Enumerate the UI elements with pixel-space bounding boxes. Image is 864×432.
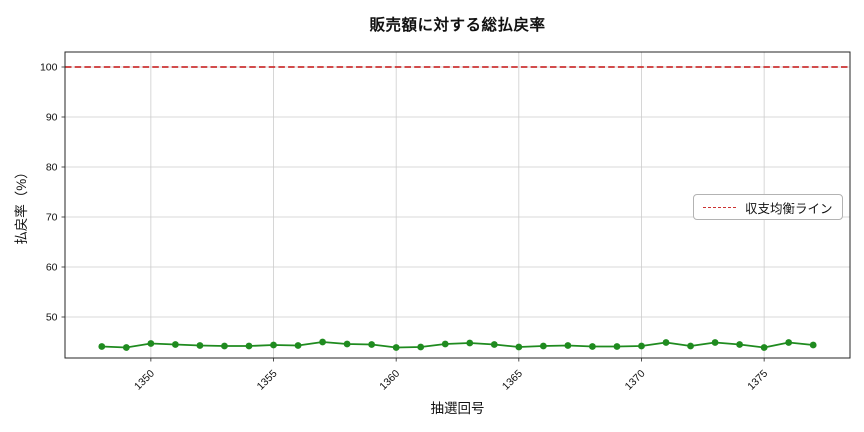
data-point xyxy=(466,339,474,347)
data-point xyxy=(539,342,547,350)
x-tick-label: 1375 xyxy=(745,368,770,393)
legend-label: 収支均衡ライン xyxy=(745,201,833,216)
y-tick-label: 90 xyxy=(46,112,58,124)
data-point xyxy=(589,343,596,350)
chart-title: 販売額に対する総払戻率 xyxy=(369,17,546,34)
legend: 収支均衡ライン xyxy=(693,194,843,220)
y-tick-label: 100 xyxy=(40,62,58,74)
data-point xyxy=(221,342,228,350)
data-point xyxy=(662,339,670,346)
data-point xyxy=(809,341,817,349)
data-point xyxy=(294,342,302,349)
data-point xyxy=(98,343,106,350)
data-point xyxy=(368,341,376,348)
data-point xyxy=(417,343,425,351)
data-point xyxy=(760,344,768,351)
data-point xyxy=(196,342,204,349)
data-point xyxy=(122,344,130,351)
data-point xyxy=(319,338,326,346)
x-tick-label: 1350 xyxy=(132,368,157,393)
data-point xyxy=(270,341,277,349)
x-tick-label: 1370 xyxy=(623,368,648,393)
x-tick-label: 1365 xyxy=(500,368,525,393)
x-tick-label: 1355 xyxy=(255,368,280,393)
y-tick-label: 60 xyxy=(46,262,58,274)
data-point xyxy=(785,339,793,346)
x-tick-label: 1360 xyxy=(377,368,402,393)
data-point xyxy=(687,342,694,350)
plot-border xyxy=(64,51,851,359)
data-point xyxy=(638,342,645,350)
data-point xyxy=(613,343,621,350)
data-point xyxy=(245,342,253,350)
y-axis-label: 払戻率（%） xyxy=(14,165,29,245)
y-tick-label: 50 xyxy=(46,312,58,324)
y-tick-label: 70 xyxy=(46,212,58,224)
data-point xyxy=(564,342,572,349)
x-axis-label: 抽選回号 xyxy=(430,401,485,416)
data-point xyxy=(171,341,179,348)
data-point xyxy=(343,340,351,348)
y-tick-label: 80 xyxy=(46,162,58,174)
data-point xyxy=(490,341,498,348)
data-point xyxy=(736,341,744,348)
data-point xyxy=(515,343,523,351)
data-point xyxy=(392,344,400,351)
dashed-line-sample xyxy=(703,206,736,208)
data-point xyxy=(147,340,155,347)
payout-series-line xyxy=(100,341,815,349)
data-point xyxy=(711,339,719,346)
data-point xyxy=(441,340,449,348)
